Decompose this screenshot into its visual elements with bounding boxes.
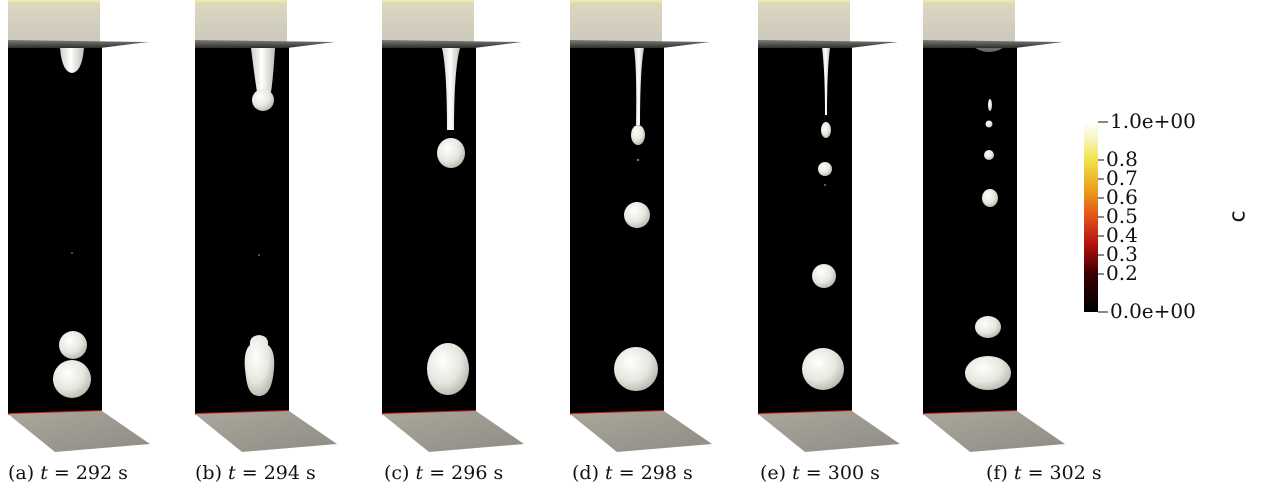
colorbar-tick-label: 0.2 <box>1106 261 1138 285</box>
caption-f: (f) t = 302 s <box>986 462 1102 484</box>
colorbar-tick-label: 0.7 <box>1106 166 1138 190</box>
colorbar-tick-label: 0.4 <box>1106 223 1138 247</box>
colorbar-max-label: 1.0e+00 <box>1110 109 1196 133</box>
caption-d: (d) t = 298 s <box>572 462 693 484</box>
colorbar-ticks <box>1098 121 1108 313</box>
colorbar-title: c <box>1225 210 1251 223</box>
colorbar-tick-label: 0.8 <box>1106 147 1138 171</box>
colorbar-tick-label: 0.5 <box>1106 204 1138 228</box>
caption-c: (c) t = 296 s <box>384 462 504 484</box>
panel-d-image <box>569 0 712 452</box>
panel-f-image <box>922 0 1065 452</box>
caption-a: (a) t = 292 s <box>8 462 128 484</box>
panel-a-image <box>7 0 150 452</box>
panel-b-image <box>194 0 337 452</box>
colorbar <box>1084 121 1108 313</box>
colorbar-min-label: 0.0e+00 <box>1110 299 1196 323</box>
caption-e: (e) t = 300 s <box>760 462 880 484</box>
panel-c-image <box>381 0 524 452</box>
panel-e-image <box>757 0 900 452</box>
colorbar-tick-label: 0.3 <box>1106 242 1138 266</box>
colorbar-tick-label: 0.6 <box>1106 185 1138 209</box>
colorbar-gradient <box>1084 122 1098 312</box>
caption-b: (b) t = 294 s <box>195 462 316 484</box>
